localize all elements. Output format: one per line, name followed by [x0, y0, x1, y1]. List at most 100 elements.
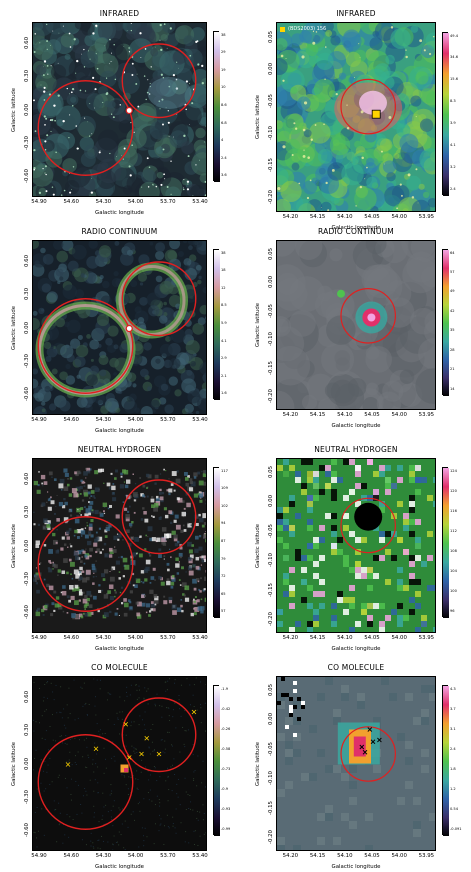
panel-8-colorbar-tick: 1.8 — [450, 767, 456, 772]
panel-6-xlabel: Galactic longitude — [331, 646, 381, 652]
panel-8-xtick: 54.15 — [309, 853, 326, 859]
panel-3-image — [32, 240, 207, 415]
co-cross-marker — [367, 727, 373, 732]
panel-4-ytick: 0.05 — [268, 247, 274, 260]
region-circle — [121, 261, 197, 337]
co-cross-marker — [126, 755, 132, 760]
panel-7-xtick: 54.30 — [95, 853, 112, 859]
region-circle — [37, 80, 134, 176]
panel-7-xtick: 53.70 — [160, 853, 176, 859]
co-cross-marker — [359, 744, 365, 750]
panel-8-ytick: 0.05 — [268, 683, 274, 697]
panel-7-xlabel: Galactic longitude — [95, 864, 144, 870]
panel-4-ytick: -0.15 — [268, 360, 274, 375]
panel-1-ytick: -0.30 — [24, 135, 30, 150]
panel-4-ytick: -0.10 — [268, 332, 274, 347]
panel-5-colorbar-tick: 117 — [221, 468, 228, 473]
region-circle — [340, 288, 396, 344]
panel-3-ytick: 0.60 — [24, 254, 30, 268]
panel-1-xtick: 53.70 — [160, 199, 176, 205]
panel-6-xtick: 54.00 — [391, 635, 407, 641]
panel-5-colorbar-tick: 94 — [221, 521, 226, 526]
panel-1-ytick: 0.00 — [24, 103, 30, 116]
panel-4-xtick: 54.10 — [337, 412, 353, 418]
panel-3-colorbar-tick: 18 — [221, 268, 226, 273]
panel-4-colorbar-tick: 21 — [450, 367, 455, 372]
panel-1-colorbar-tick: 29 — [221, 50, 226, 55]
panel-4-colorbar-tick: 28 — [450, 347, 455, 352]
panel-3-ytick: -0.30 — [24, 353, 30, 368]
panel-3-colorbar-tick: 5.9 — [221, 321, 227, 325]
panel-7-colorbar-tick: -0.73 — [221, 767, 231, 772]
panel-5-xtick: 53.40 — [192, 635, 208, 641]
panel-5-xlabel: Galactic longitude — [95, 646, 144, 652]
panel-8-image — [276, 676, 436, 851]
panel-8-colorbar-tick: 4.3 — [450, 686, 456, 691]
panel-6-colorbar-tick: 112 — [450, 528, 457, 533]
panel-2-ytick: -0.20 — [268, 189, 274, 204]
panel-6-xtick: 54.15 — [309, 635, 326, 641]
co-cross-marker — [191, 709, 197, 715]
panel-1-xtick: 54.90 — [31, 199, 47, 205]
panel-8-ytick: -0.20 — [268, 830, 274, 844]
region-circle — [37, 298, 134, 394]
panel-3-colorbar-tick: 12 — [221, 285, 226, 290]
panel-8-ytick: 0.00 — [268, 713, 274, 726]
panel-3-xlabel: Galactic longitude — [95, 428, 144, 434]
panel-2-xtick: 53.95 — [418, 214, 435, 220]
region-circle — [37, 734, 134, 830]
panel-5-colorbar-tick: 79 — [221, 556, 226, 561]
panel-6-colorbar-tick: 104 — [450, 569, 457, 574]
panel-8-ytick: -0.10 — [268, 771, 274, 786]
panel-6-ytick: 0.00 — [268, 495, 274, 508]
panel-1-colorbar-tick: 38 — [221, 32, 226, 37]
region-circle — [340, 726, 396, 782]
panel-8-xtick: 54.00 — [391, 853, 407, 859]
panel-4-title: RADIO CONTINUUM — [318, 227, 394, 236]
panel-1-title: INFRARED — [99, 9, 140, 18]
panel-6-colorbar-tick: 124 — [450, 468, 457, 473]
panel-8-xtick: 54.10 — [337, 853, 353, 859]
panel-3-colorbar-tick: 38 — [221, 250, 226, 255]
panel-2-colorbar-tick: 49.4 — [450, 33, 459, 38]
region-circle — [37, 516, 134, 612]
panel-1-ytick: -0.60 — [24, 169, 30, 183]
panel-2-ytick: -0.15 — [268, 157, 274, 172]
panel-2-xtick: 54.05 — [364, 214, 380, 220]
panel-8-colorbar-tick: 2.4 — [450, 746, 456, 751]
panel-5-ytick: -0.30 — [24, 571, 30, 586]
panel-4-xtick: 54.20 — [282, 412, 299, 418]
panel-5-colorbar-tick: 109 — [221, 486, 228, 491]
source-marker — [125, 324, 133, 333]
panel-8-title: CO MOLECULE — [327, 663, 385, 672]
panel-3-colorbar-tick: 1.6 — [221, 391, 227, 396]
panel-4-colorbar-tick: 64 — [450, 250, 455, 255]
panel-3-ylabel: Galactic latitude — [11, 305, 17, 350]
co-cross-marker — [123, 721, 129, 727]
panel-6-ylabel: Galactic latitude — [255, 523, 261, 568]
panel-2-colorbar-tick: 2.4 — [450, 186, 456, 191]
panel-8-xtick: 54.05 — [364, 853, 380, 859]
panel-2-colorbar-tick: 3.9 — [450, 121, 456, 126]
panel-6-xtick: 54.05 — [364, 635, 380, 641]
panel-2-ytick: 0.05 — [268, 31, 274, 44]
panel-5-xtick: 54.00 — [127, 635, 144, 641]
panel-7-image — [32, 676, 207, 851]
panel-5-colorbar-tick: 102 — [221, 503, 228, 508]
panel-7-ytick: -0.30 — [24, 789, 30, 804]
co-cross-marker — [93, 746, 99, 752]
panel-1-colorbar-tick: 10 — [221, 85, 226, 90]
panel-8-colorbar-tick: 3.1 — [450, 726, 456, 731]
panel-7-xtick: 53.40 — [192, 853, 208, 859]
panel-7-ylabel: Galactic latitude — [11, 741, 17, 786]
panel-6-ytick: -0.15 — [268, 582, 274, 597]
panel-6-colorbar-tick: 116 — [450, 508, 457, 513]
panel-3-xtick: 53.70 — [160, 417, 176, 423]
panel-3-xtick: 54.90 — [31, 417, 47, 423]
panel-5-ytick: 0.30 — [24, 506, 30, 519]
panel-1-colorbar-tick: 4 — [221, 138, 224, 143]
panel-4-xtick: 53.95 — [418, 412, 435, 418]
panel-6-colorbar-tick: 96 — [450, 609, 455, 614]
panel-3-xtick: 54.00 — [127, 417, 144, 423]
panel-1-xtick: 53.40 — [192, 199, 208, 205]
